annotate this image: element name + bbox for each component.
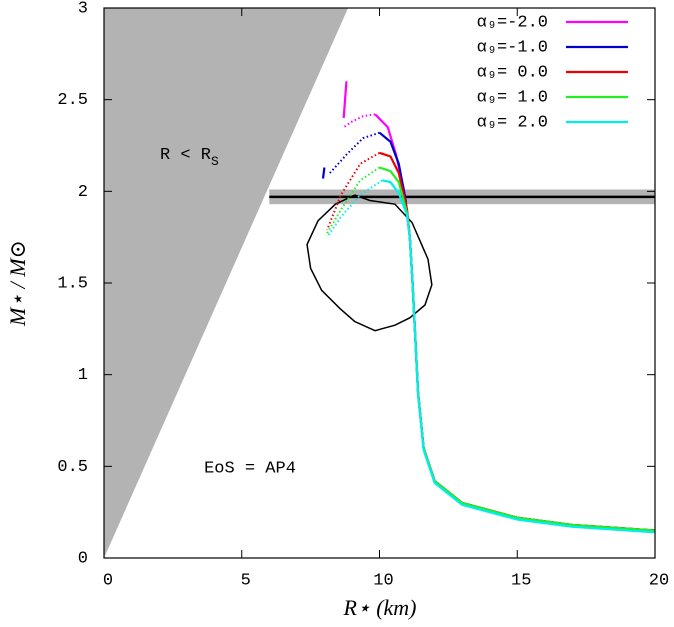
plot-area	[104, 8, 655, 558]
legend-label: α₉= 2.0	[477, 113, 548, 132]
series-line	[379, 151, 655, 532]
series-line	[379, 166, 655, 532]
annotation: EoS = AP4	[204, 459, 296, 478]
y-tick-label: 0.5	[57, 458, 88, 477]
legend-label: α₉=-1.0	[477, 38, 548, 57]
series-line	[342, 81, 655, 532]
excluded-region-label: R < RS	[160, 146, 219, 169]
x-tick-label: 5	[241, 571, 251, 590]
x-axis-label: R⋆ (km)	[342, 595, 416, 620]
legend-label: α₉= 1.0	[477, 88, 548, 107]
y-tick-label: 2	[78, 183, 88, 202]
y-axis-label: M⋆ / M⊙	[5, 240, 30, 327]
x-tick-label: 15	[511, 571, 531, 590]
legend-label: α₉=-2.0	[477, 13, 548, 32]
y-tick-label: 1	[78, 366, 88, 385]
legend-label: α₉= 0.0	[477, 63, 548, 82]
x-tick-label: 20	[649, 571, 669, 590]
y-tick-label: 2.5	[57, 91, 88, 110]
excluded-region-label-subscript: S	[211, 154, 219, 169]
series-dotted	[324, 166, 381, 236]
series-line	[382, 179, 655, 534]
y-tick-label: 0	[78, 549, 88, 568]
excluded-region-label-main: R < R	[160, 146, 211, 165]
y-tick-label: 3	[78, 0, 88, 18]
excluded-region	[104, 8, 349, 558]
series-dotted	[343, 113, 376, 128]
series-dotted	[326, 179, 383, 238]
y-tick-label: 1.5	[57, 274, 88, 293]
series-dotted	[326, 151, 380, 231]
x-tick-label: 10	[373, 571, 393, 590]
series-dotted	[329, 131, 380, 174]
x-tick-label: 0	[103, 571, 113, 590]
contour	[306, 194, 433, 332]
